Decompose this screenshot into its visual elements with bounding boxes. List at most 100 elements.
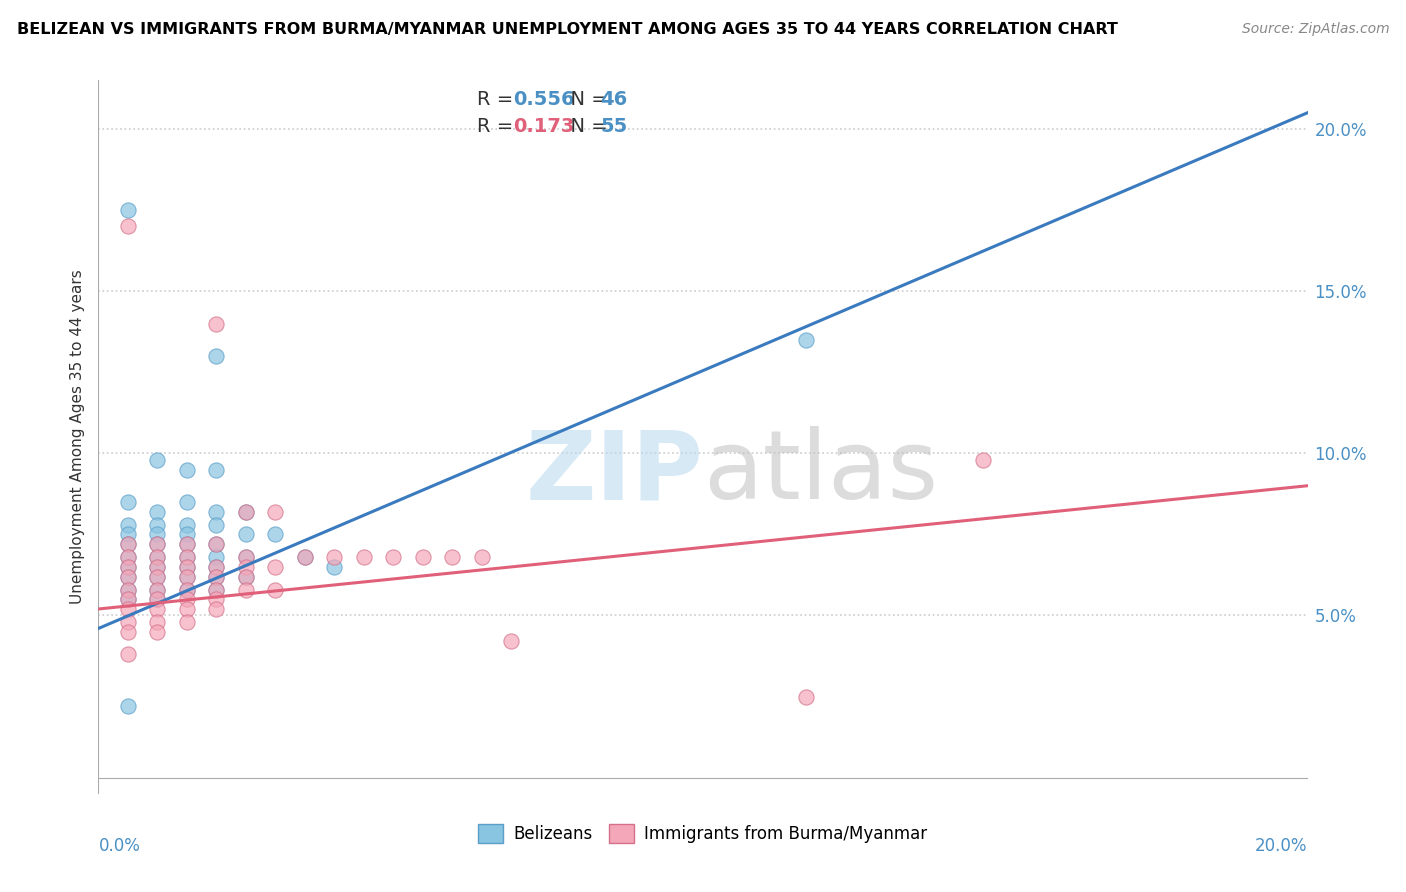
Point [117, 602, 139, 616]
Point [235, 559, 257, 574]
Point [205, 569, 228, 583]
Point [205, 349, 228, 363]
Point [117, 537, 139, 551]
Point [146, 537, 169, 551]
Point [117, 592, 139, 607]
Point [294, 550, 316, 565]
Text: Source: ZipAtlas.com: Source: ZipAtlas.com [1241, 22, 1389, 37]
Point [146, 569, 169, 583]
Point [205, 602, 228, 616]
Point [205, 559, 228, 574]
Point [146, 569, 169, 583]
Point [235, 582, 257, 597]
Point [176, 569, 198, 583]
Point [176, 569, 198, 583]
Text: 0.0%: 0.0% [98, 837, 141, 855]
Point [205, 559, 228, 574]
Point [117, 537, 139, 551]
Text: 20.0%: 20.0% [1256, 837, 1308, 855]
Point [205, 550, 228, 565]
Point [146, 624, 169, 639]
Point [382, 550, 405, 565]
Point [205, 582, 228, 597]
Point [117, 495, 139, 509]
Point [264, 582, 287, 597]
Point [117, 592, 139, 607]
Text: 0.173: 0.173 [513, 117, 575, 136]
Point [205, 537, 228, 551]
Point [117, 550, 139, 565]
Point [235, 505, 257, 519]
Point [235, 527, 257, 541]
Point [146, 559, 169, 574]
Point [117, 527, 139, 541]
Text: BELIZEAN VS IMMIGRANTS FROM BURMA/MYANMAR UNEMPLOYMENT AMONG AGES 35 TO 44 YEARS: BELIZEAN VS IMMIGRANTS FROM BURMA/MYANMA… [17, 22, 1118, 37]
Point [117, 550, 139, 565]
Point [117, 699, 139, 714]
Point [323, 559, 346, 574]
Point [176, 537, 198, 551]
Point [117, 559, 139, 574]
Point [146, 550, 169, 565]
Point [176, 517, 198, 532]
Point [146, 517, 169, 532]
Text: 55: 55 [600, 117, 627, 136]
Point [205, 569, 228, 583]
Text: 46: 46 [600, 90, 627, 109]
Legend: Belizeans, Immigrants from Burma/Myanmar: Belizeans, Immigrants from Burma/Myanmar [472, 817, 934, 850]
Point [146, 592, 169, 607]
Point [146, 550, 169, 565]
Point [176, 537, 198, 551]
Point [972, 452, 994, 467]
Point [176, 550, 198, 565]
Point [176, 559, 198, 574]
Point [146, 452, 169, 467]
Point [353, 550, 375, 565]
Point [146, 592, 169, 607]
Y-axis label: Unemployment Among Ages 35 to 44 years: Unemployment Among Ages 35 to 44 years [69, 269, 84, 605]
Point [146, 559, 169, 574]
Point [117, 219, 139, 234]
Point [117, 624, 139, 639]
Point [471, 550, 494, 565]
Point [117, 559, 139, 574]
Point [294, 550, 316, 565]
Point [264, 559, 287, 574]
Point [441, 550, 464, 565]
Text: R =: R = [477, 90, 519, 109]
Point [117, 569, 139, 583]
Point [205, 537, 228, 551]
Point [117, 569, 139, 583]
Point [264, 505, 287, 519]
Point [205, 317, 228, 331]
Point [501, 634, 523, 648]
Point [176, 495, 198, 509]
Point [205, 592, 228, 607]
Point [146, 537, 169, 551]
Point [205, 582, 228, 597]
Point [323, 550, 346, 565]
Point [235, 550, 257, 565]
Point [264, 527, 287, 541]
Text: atlas: atlas [703, 426, 938, 519]
Point [205, 462, 228, 476]
Point [176, 527, 198, 541]
Point [117, 517, 139, 532]
Point [117, 582, 139, 597]
Point [176, 582, 198, 597]
Text: R =: R = [477, 117, 519, 136]
Point [117, 615, 139, 629]
Text: N =: N = [558, 90, 614, 109]
Point [235, 569, 257, 583]
Text: 0.556: 0.556 [513, 90, 575, 109]
Point [205, 505, 228, 519]
Point [176, 582, 198, 597]
Point [176, 559, 198, 574]
Point [176, 615, 198, 629]
Point [794, 690, 817, 704]
Point [146, 602, 169, 616]
Point [412, 550, 434, 565]
Point [235, 550, 257, 565]
Point [146, 582, 169, 597]
Point [146, 615, 169, 629]
